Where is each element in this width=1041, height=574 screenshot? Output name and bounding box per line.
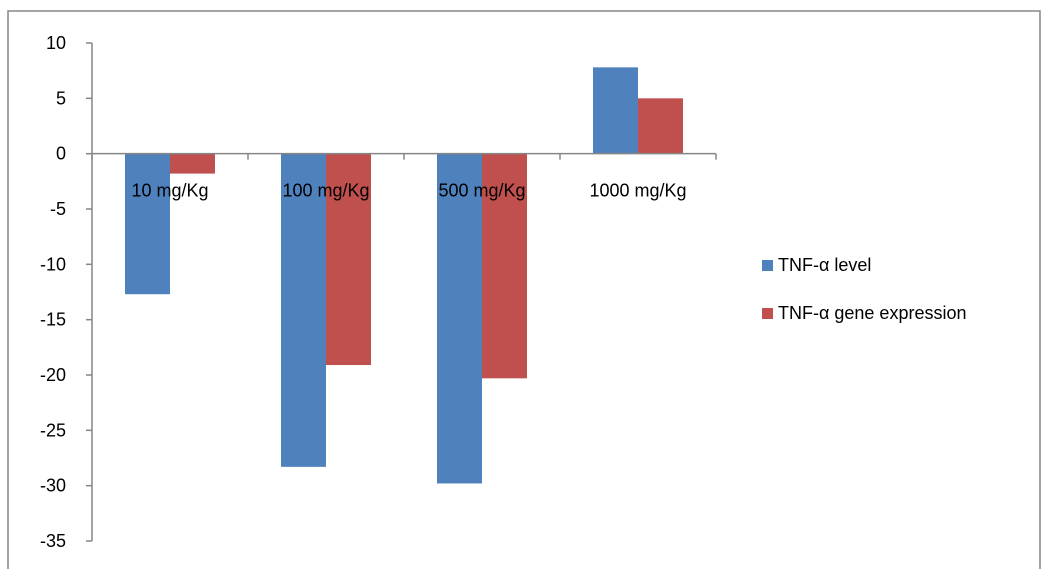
y-tick-label: 0 <box>56 144 66 164</box>
bar-tnf-level-2 <box>437 153 482 484</box>
y-tick-label: -20 <box>40 365 66 385</box>
x-tick-label: 1000 mg/Kg <box>589 181 686 201</box>
x-tick-label: 500 mg/Kg <box>438 181 525 201</box>
bar-tnf-gene-expression-2 <box>482 153 527 379</box>
legend-label: TNF-α gene expression <box>778 303 966 323</box>
legend-label: TNF-α level <box>778 255 871 275</box>
bar-tnf-gene-expression-3 <box>638 98 683 154</box>
legend-swatch <box>762 308 773 319</box>
y-tick-label: -30 <box>40 476 66 496</box>
legend: TNF-α level TNF-α gene expression <box>762 255 966 323</box>
y-tick-label: -35 <box>40 531 66 551</box>
x-tick-label: 100 mg/Kg <box>282 181 369 201</box>
y-tick-label: -25 <box>40 420 66 440</box>
bar-tnf-gene-expression-0 <box>170 153 215 174</box>
legend-swatch <box>762 260 773 271</box>
bar-tnf-level-1 <box>281 153 326 467</box>
axis-layer: 10 5 0 -5 -10 -15 -20 -25 -30 -35 10 mg/Kg 100 mg/K… <box>40 33 717 551</box>
y-tick-label: 5 <box>56 88 66 108</box>
bars-layer <box>125 67 683 484</box>
y-tick-label: 10 <box>46 33 66 53</box>
bar-tnf-level-0 <box>125 153 170 295</box>
y-tick-label: -10 <box>40 254 66 274</box>
y-tick-label: -15 <box>40 310 66 330</box>
x-tick-label: 10 mg/Kg <box>131 181 208 201</box>
y-tick-label: -5 <box>50 199 66 219</box>
bar-tnf-level-3 <box>593 67 638 154</box>
bar-tnf-gene-expression-1 <box>326 153 371 366</box>
